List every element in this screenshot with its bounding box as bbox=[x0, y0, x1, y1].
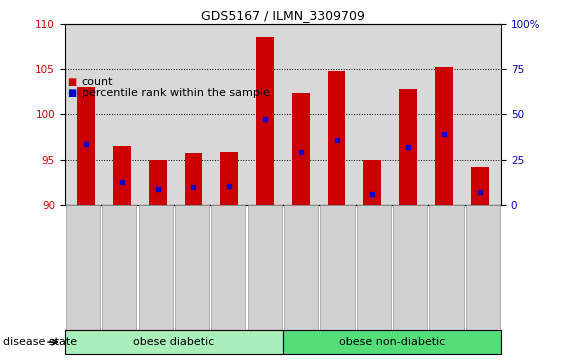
Text: ■: ■ bbox=[68, 87, 77, 98]
Bar bbox=[220, 152, 238, 205]
Text: ■: ■ bbox=[68, 77, 77, 87]
Bar bbox=[113, 146, 131, 205]
Bar bbox=[435, 67, 453, 205]
Bar bbox=[149, 160, 167, 205]
Bar bbox=[363, 160, 381, 205]
Bar bbox=[399, 89, 417, 205]
Text: percentile rank within the sample: percentile rank within the sample bbox=[82, 87, 270, 98]
Title: GDS5167 / ILMN_3309709: GDS5167 / ILMN_3309709 bbox=[201, 9, 365, 23]
Text: count: count bbox=[82, 77, 113, 87]
Text: obese diabetic: obese diabetic bbox=[133, 337, 215, 347]
Bar bbox=[77, 87, 95, 205]
Bar bbox=[256, 37, 274, 205]
Text: obese non-diabetic: obese non-diabetic bbox=[339, 337, 445, 347]
Text: disease state: disease state bbox=[3, 337, 77, 347]
Bar bbox=[471, 167, 489, 205]
Bar bbox=[292, 94, 310, 205]
Bar bbox=[328, 71, 346, 205]
Bar bbox=[185, 153, 203, 205]
